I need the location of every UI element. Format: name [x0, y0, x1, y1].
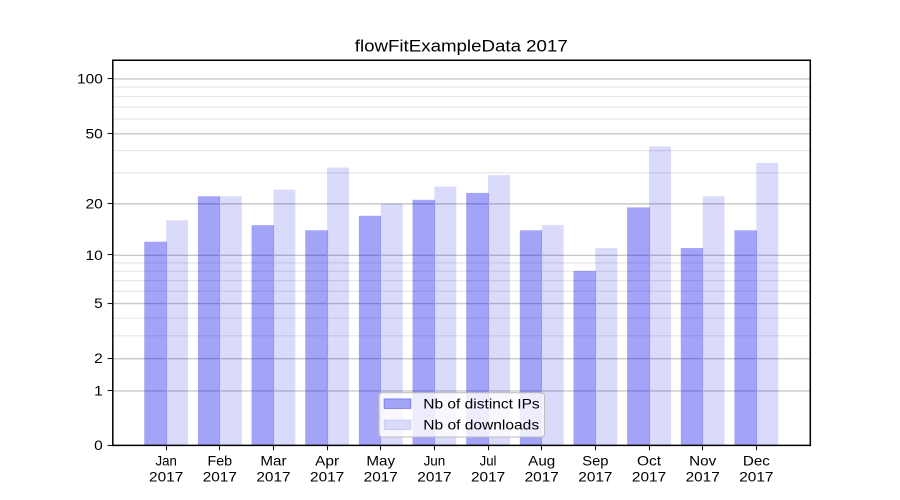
svg-text:2017: 2017	[739, 469, 773, 485]
svg-text:2: 2	[94, 350, 103, 366]
svg-text:Jul: Jul	[480, 452, 497, 468]
svg-text:10: 10	[86, 247, 104, 263]
svg-text:2017: 2017	[471, 469, 505, 485]
svg-text:1: 1	[94, 382, 103, 398]
svg-text:flowFitExampleData 2017: flowFitExampleData 2017	[355, 36, 568, 55]
svg-text:Jun: Jun	[424, 452, 446, 468]
svg-text:2017: 2017	[686, 469, 720, 485]
svg-text:Mar: Mar	[260, 452, 287, 468]
svg-text:Nb of distinct IPs: Nb of distinct IPs	[423, 395, 539, 411]
svg-text:2017: 2017	[525, 469, 559, 485]
svg-text:0: 0	[94, 437, 103, 453]
svg-text:5: 5	[94, 295, 103, 311]
svg-text:2017: 2017	[364, 469, 398, 485]
svg-text:2017: 2017	[149, 469, 183, 485]
svg-text:2017: 2017	[578, 469, 612, 485]
svg-text:2017: 2017	[417, 469, 451, 485]
svg-text:Nov: Nov	[689, 452, 716, 468]
svg-text:Nb of downloads: Nb of downloads	[423, 417, 539, 433]
svg-text:2017: 2017	[310, 469, 344, 485]
svg-text:100: 100	[77, 70, 103, 86]
svg-text:Dec: Dec	[743, 452, 770, 468]
svg-text:2017: 2017	[256, 469, 290, 485]
svg-text:Apr: Apr	[315, 452, 339, 468]
svg-text:2017: 2017	[632, 469, 666, 485]
svg-text:Sep: Sep	[582, 452, 608, 468]
svg-text:20: 20	[86, 195, 104, 211]
svg-text:Aug: Aug	[528, 452, 555, 468]
svg-text:Oct: Oct	[637, 452, 661, 468]
svg-text:Feb: Feb	[208, 452, 233, 468]
svg-text:2017: 2017	[203, 469, 237, 485]
svg-text:May: May	[366, 452, 395, 468]
svg-text:50: 50	[86, 125, 104, 141]
svg-text:Jan: Jan	[155, 452, 176, 468]
